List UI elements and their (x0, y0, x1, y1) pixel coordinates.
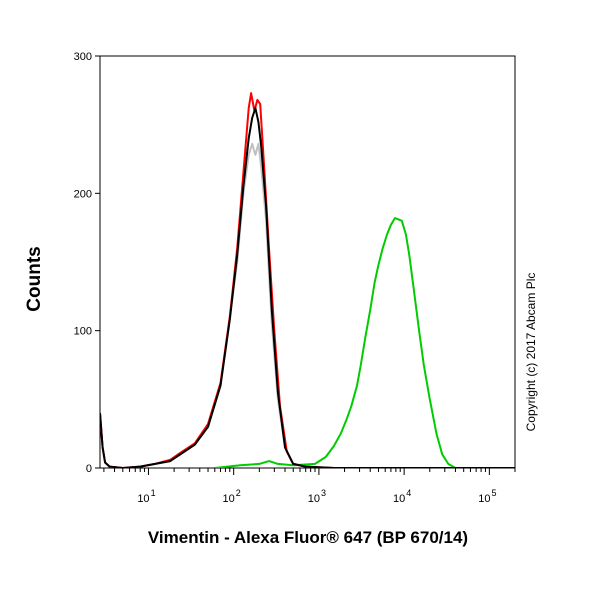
x-tick-label: 103 (308, 488, 326, 505)
series-line-4 (100, 107, 515, 468)
series-line-3 (214, 217, 515, 468)
plot-frame (99, 55, 516, 469)
y-tick-label: 0 (86, 463, 92, 475)
x-tick-label: 102 (223, 488, 241, 505)
axes (95, 55, 516, 475)
series-line-2 (100, 92, 515, 468)
x-axis-title: Vimentin - Alexa Fluor® 647 (BP 670/14) (148, 528, 468, 547)
x-tick-label: 104 (393, 488, 411, 505)
x-tick-label: 101 (137, 488, 155, 505)
y-tick-label: 100 (74, 326, 92, 338)
copyright-annotation: Copyright (c) 2017 Abcam Plc (524, 273, 538, 432)
series-line-1 (100, 142, 515, 468)
y-tick-label: 200 (74, 188, 92, 200)
x-tick-label: 105 (478, 488, 496, 505)
series-layer (100, 92, 515, 468)
y-tick-label: 300 (74, 51, 92, 63)
y-axis-title: Counts (24, 246, 45, 311)
